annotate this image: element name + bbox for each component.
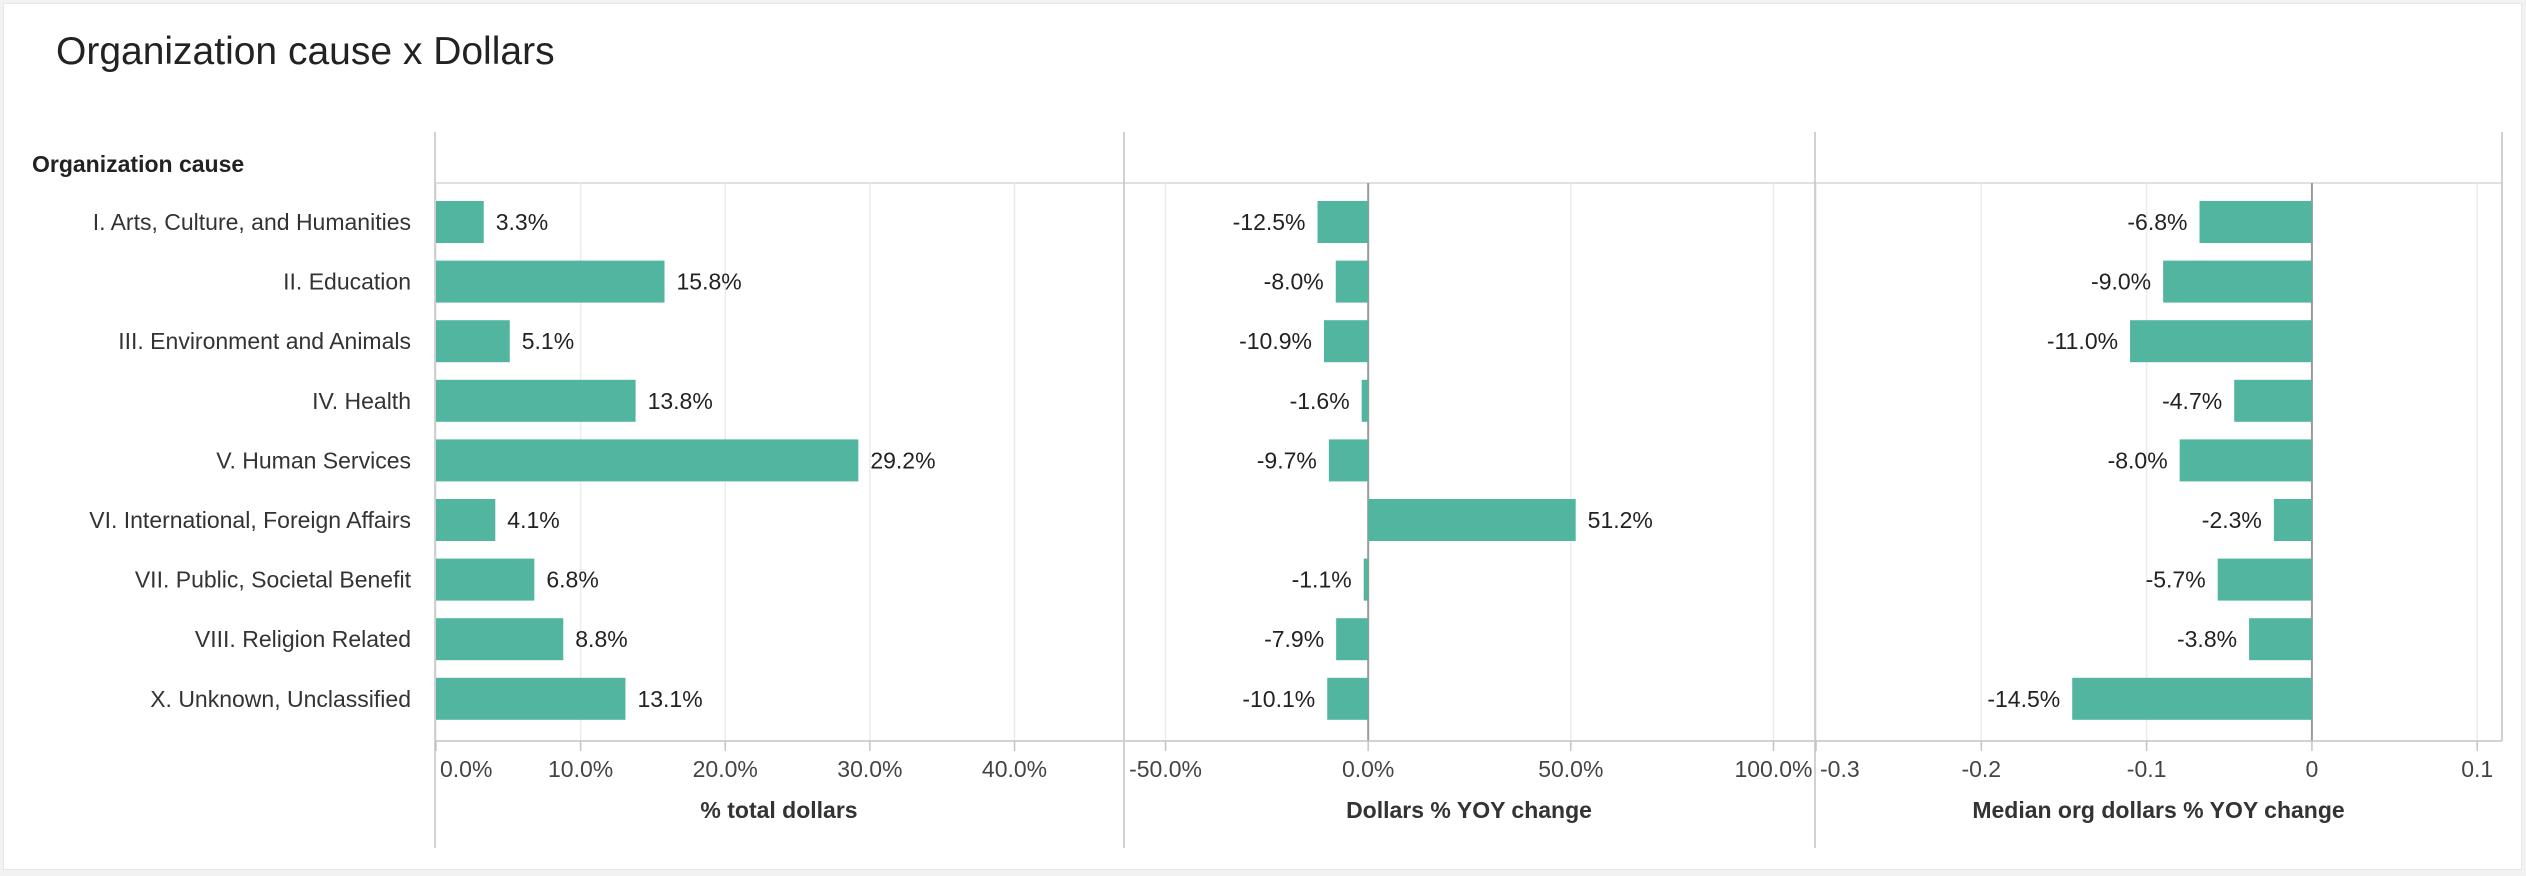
x-tick-label: 20.0% — [693, 756, 758, 782]
bar — [436, 201, 484, 243]
data-label: 29.2% — [870, 447, 935, 473]
bar — [1368, 499, 1576, 541]
data-label: -1.6% — [1290, 388, 1350, 414]
data-label: 8.8% — [575, 626, 627, 652]
x-tick-label: 0.1 — [2461, 756, 2493, 782]
data-label: -2.3% — [2202, 507, 2262, 533]
bar — [1335, 260, 1369, 303]
data-label: -3.8% — [2177, 626, 2237, 652]
data-label: -10.1% — [1242, 686, 1315, 712]
bar — [2217, 558, 2312, 601]
data-label: 13.8% — [648, 388, 713, 414]
bar — [2199, 201, 2312, 243]
x-tick-label: 0 — [2306, 756, 2319, 782]
data-label: 13.1% — [637, 686, 702, 712]
bar — [2249, 618, 2312, 661]
data-label: -6.8% — [2127, 209, 2187, 235]
x-tick-label: 100.0% — [1734, 756, 1812, 782]
data-label: 6.8% — [546, 567, 598, 593]
data-label: -14.5% — [1987, 686, 2060, 712]
bar — [1361, 379, 1369, 422]
x-tick-label: 10.0% — [548, 756, 613, 782]
category-label: X. Unknown, Unclassified — [150, 686, 411, 712]
bar — [436, 320, 510, 363]
data-label: -10.9% — [1239, 328, 1312, 354]
chart-title: Organization cause x Dollars — [56, 30, 555, 73]
bar — [436, 618, 564, 661]
bar — [436, 379, 636, 422]
category-label: VII. Public, Societal Benefit — [135, 567, 412, 593]
x-tick-label: 0.0% — [1342, 756, 1394, 782]
x-tick-label: -0.3 — [1820, 756, 1860, 782]
data-label: 5.1% — [522, 328, 574, 354]
category-label: IV. Health — [312, 388, 411, 414]
chart-card: Organization cause x Dollars — [3, 3, 2522, 870]
category-label: II. Education — [283, 269, 411, 295]
category-label: III. Environment and Animals — [118, 328, 411, 354]
x-tick-label: -50.0% — [1129, 756, 1202, 782]
data-label: 51.2% — [1588, 507, 1653, 533]
bar — [1363, 558, 1369, 601]
bar — [1323, 320, 1369, 363]
bar — [2234, 379, 2312, 422]
data-label: -11.0% — [2047, 328, 2118, 354]
x-tick-label: 50.0% — [1538, 756, 1603, 782]
x-tick-label: -0.2 — [1961, 756, 2001, 782]
category-label: I. Arts, Culture, and Humanities — [93, 209, 411, 235]
row-header: Organization cause — [32, 151, 244, 177]
bar — [436, 260, 665, 303]
bar — [436, 439, 859, 482]
data-label: -12.5% — [1233, 209, 1306, 235]
data-label: -5.7% — [2146, 567, 2206, 593]
bar — [2072, 677, 2312, 720]
bar — [436, 558, 535, 601]
data-label: -4.7% — [2162, 388, 2222, 414]
category-label: V. Human Services — [216, 447, 411, 473]
data-label: -9.0% — [2091, 269, 2151, 295]
bar — [1327, 677, 1369, 720]
data-label: 4.1% — [507, 507, 559, 533]
bar — [2130, 320, 2312, 363]
bar — [436, 677, 626, 720]
data-label: 15.8% — [677, 269, 742, 295]
data-label: -9.7% — [1257, 447, 1317, 473]
bar — [1336, 618, 1369, 661]
category-label: VI. International, Foreign Affairs — [89, 507, 411, 533]
bar — [436, 499, 496, 541]
bar — [1317, 201, 1369, 243]
bar — [2179, 439, 2312, 482]
data-label: -1.1% — [1292, 567, 1352, 593]
data-label: 3.3% — [496, 209, 548, 235]
data-label: -8.0% — [1264, 269, 1324, 295]
x-tick-label: 0.0% — [440, 756, 492, 782]
data-label: -8.0% — [2108, 447, 2168, 473]
bar — [2273, 499, 2312, 541]
x-axis-title: Dollars % YOY change — [1346, 797, 1592, 823]
bar — [2163, 260, 2312, 303]
data-label: -7.9% — [1264, 626, 1324, 652]
x-axis-title: % total dollars — [700, 797, 857, 823]
x-tick-label: 30.0% — [837, 756, 902, 782]
x-tick-label: 40.0% — [982, 756, 1047, 782]
x-tick-label: -0.1 — [2127, 756, 2167, 782]
category-label: VIII. Religion Related — [195, 626, 411, 652]
x-axis-title: Median org dollars % YOY change — [1972, 797, 2344, 823]
bar — [1328, 439, 1369, 482]
